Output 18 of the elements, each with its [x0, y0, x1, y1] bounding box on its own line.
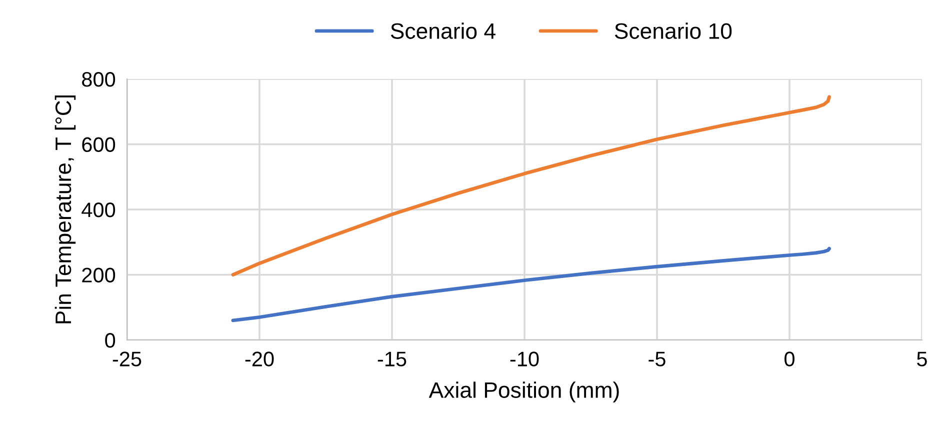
y-tick-label: 400 — [82, 202, 116, 218]
y-tick-label: 0 — [105, 333, 116, 348]
x-tick-label: -5 — [648, 352, 666, 366]
line-series — [231, 246, 831, 322]
line-series — [231, 95, 831, 276]
x-tick-label: 0 — [784, 352, 794, 366]
legend-label: Scenario 10 — [614, 22, 732, 39]
y-axis-title: Pin Temperature, T [°C] — [54, 95, 76, 324]
y-tick-label: 600 — [82, 137, 116, 152]
x-tick-label: -25 — [112, 352, 142, 366]
x-tick-label: 5 — [917, 352, 927, 366]
legend-label: Scenario 4 — [390, 22, 496, 39]
x-axis-title: Axial Position (mm) — [428, 382, 619, 402]
y-tick-label: 800 — [82, 72, 116, 87]
y-tick-label: 200 — [82, 268, 116, 283]
x-tick-label: -15 — [378, 352, 406, 366]
x-tick-label: -10 — [510, 352, 539, 366]
x-tick-label: -20 — [245, 352, 274, 366]
